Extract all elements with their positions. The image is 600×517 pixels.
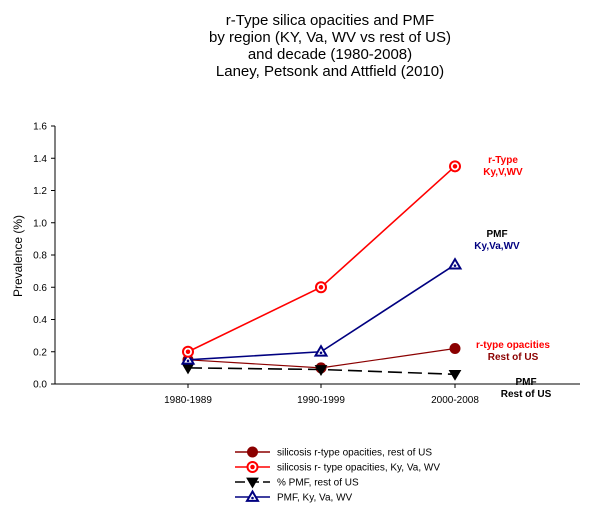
data-point-center: [186, 359, 190, 363]
y-tick-label: 1.2: [33, 186, 47, 197]
chart-title-line-4: Laney, Petsonk and Attfield (2010): [216, 63, 444, 80]
y-tick-label: 0.0: [33, 380, 47, 391]
y-tick-label: 0.6: [33, 283, 47, 294]
y-axis-label: Prevalence (%): [11, 215, 25, 297]
series-3: [180, 257, 463, 365]
series-2: [181, 363, 462, 381]
series-line: [187, 165, 456, 353]
annotation-text: Ky,V,WV: [483, 167, 523, 178]
data-point: [247, 446, 258, 458]
annotation-text: PMF: [486, 229, 507, 240]
data-point: [246, 477, 259, 489]
data-point-center: [251, 496, 254, 500]
data-point: [314, 365, 328, 376]
legend-label: silicosis r- type opacities, Ky, Va, WV: [277, 463, 440, 474]
legend-item: % PMF, rest of US: [235, 478, 359, 489]
annotation-text: r-type opacities: [476, 340, 550, 351]
data-point-center: [185, 349, 191, 354]
data-point-center: [250, 464, 255, 470]
legend-item: PMF, Ky, Va, WV: [235, 489, 353, 504]
data-point: [447, 257, 463, 270]
y-tick-label: 1.6: [33, 122, 47, 133]
chart-title: r-Type silica opacities and PMF by regio…: [209, 12, 451, 80]
legend-item: silicosis r- type opacities, Ky, Va, WV: [235, 461, 440, 474]
data-point: [449, 343, 461, 355]
y-tick-label: 0.2: [33, 347, 47, 358]
annotation-text: r-Type: [488, 155, 518, 166]
legend-label: PMF, Ky, Va, WV: [277, 493, 353, 504]
chart-title-line-3: and decade (1980-2008): [248, 46, 412, 63]
annotation-text: Ky,Va,WV: [474, 241, 520, 252]
data-point-center: [318, 285, 324, 290]
data-point: [245, 489, 260, 502]
data-point: [313, 344, 329, 357]
y-tick-label: 0.8: [33, 251, 47, 262]
y-tick-label: 1.4: [33, 154, 47, 165]
y-tick-label: 0.4: [33, 315, 47, 326]
legend: silicosis r-type opacities, rest of US si…: [235, 446, 440, 504]
x-tick-label: 1980-1989: [164, 395, 212, 406]
axes: 0.0 0.2 0.4 0.6 0.8 1.0 1.2 1.4 1.6 1980-1989 1990…: [33, 122, 580, 406]
data-point-center: [453, 264, 457, 267]
annotation-text: PMF: [515, 377, 536, 388]
chart-title-line-1: r-Type silica opacities and PMF: [226, 12, 434, 29]
legend-label: silicosis r-type opacities, rest of US: [277, 448, 432, 459]
legend-label: % PMF, rest of US: [277, 478, 359, 489]
data-point-center: [452, 164, 458, 169]
annotation-text: Rest of US: [501, 389, 552, 400]
x-tick-label: 2000-2008: [431, 395, 479, 406]
data-point: [448, 369, 462, 381]
y-tick-label: 1.0: [33, 218, 47, 229]
series-layer: [180, 160, 463, 381]
legend-item: silicosis r-type opacities, rest of US: [235, 446, 432, 459]
annotation-text: Rest of US: [488, 352, 539, 363]
series-1: [182, 160, 461, 358]
data-point-center: [319, 351, 323, 355]
chart-title-line-2: by region (KY, Va, WV vs rest of US): [209, 29, 451, 46]
x-tick-label: 1990-1999: [297, 395, 345, 406]
data-point: [180, 352, 196, 365]
